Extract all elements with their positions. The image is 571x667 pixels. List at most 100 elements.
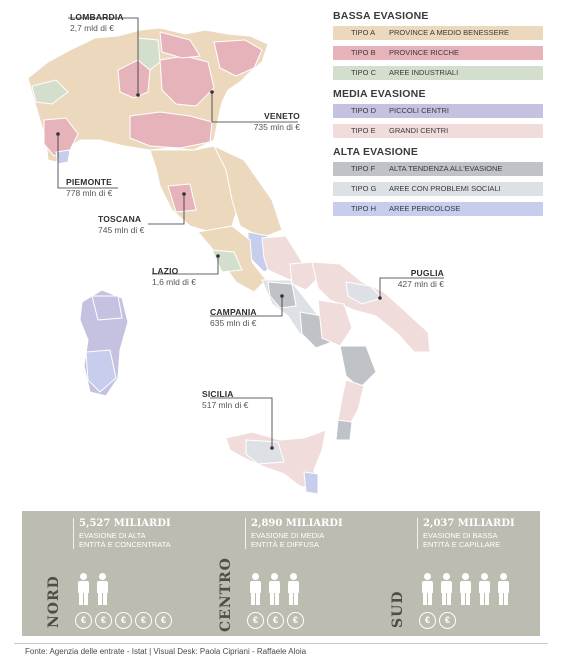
euro-coin-icon: € xyxy=(75,612,92,629)
legend-item-tipo-h: TIPO H AREE PERICOLOSE xyxy=(333,202,543,216)
region-desc-2: ENTITÀ E CONCENTRATA xyxy=(79,540,171,549)
region-title: CENTRO xyxy=(218,557,234,632)
callout-veneto: VENETO 735 mln di € xyxy=(254,111,300,133)
map-sardinia-d xyxy=(85,349,117,393)
legend-group-alta: ALTA EVASIONE TIPO F ALTA TENDENZA ALL'EV… xyxy=(333,146,543,216)
callout-lazio: LAZIO 1,6 mld di € xyxy=(152,266,196,288)
callout-dot-campania xyxy=(280,294,284,298)
legend-group-title: BASSA EVASIONE xyxy=(333,10,429,22)
region-desc-1: EVASIONE DI MEDIA xyxy=(251,531,325,540)
callout-line-lazio xyxy=(152,256,219,275)
legend-code: TIPO F xyxy=(351,164,376,173)
callout-veneto-name: VENETO xyxy=(264,111,300,121)
callout-line-sicilia xyxy=(210,397,273,448)
callout-line-piemonte xyxy=(57,134,118,189)
legend-group-title: MEDIA EVASIONE xyxy=(333,88,426,100)
region-box: 2,890 MILIARDI EVASIONE DI MEDIA ENTITÀ … xyxy=(245,518,352,549)
person-icon xyxy=(496,573,511,605)
person-icon xyxy=(458,573,473,605)
map-calabria-f xyxy=(339,345,377,389)
legend-item-tipo-f: TIPO F ALTA TENDENZA ALL'EVASIONE xyxy=(333,162,543,176)
legend-code: TIPO G xyxy=(351,184,377,193)
region-desc-2: ENTITÀ E DIFFUSA xyxy=(251,540,319,549)
legend-code: TIPO E xyxy=(351,126,376,135)
map-calabria xyxy=(337,379,365,425)
callout-dots xyxy=(56,90,382,450)
callout-line-puglia xyxy=(379,277,444,298)
euro-coin-icons: € € € € € xyxy=(75,610,175,629)
callout-dot-puglia xyxy=(378,296,382,300)
summary-nord: NORD 5,527 MILIARDI EVASIONE DI ALTA ENT… xyxy=(30,518,200,631)
region-desc-1: EVASIONE DI ALTA xyxy=(79,531,146,540)
person-icon xyxy=(95,573,110,605)
callout-lombardia-name: LOMBARDIA xyxy=(70,12,124,22)
euro-coin-icon: € xyxy=(135,612,152,629)
region-box: 5,527 MILIARDI EVASIONE DI ALTA ENTITÀ E… xyxy=(73,518,180,549)
people-icons xyxy=(248,573,305,607)
people-icons xyxy=(76,573,114,607)
callout-lombardia: LOMBARDIA 2,7 mld di € xyxy=(70,12,124,34)
callout-toscana-value: 745 mln di € xyxy=(98,225,145,235)
region-amount: 2,890 MILIARDI xyxy=(251,518,343,529)
legend-item-tipo-c: TIPO C AREE INDUSTRIALI xyxy=(333,66,543,80)
callout-lombardia-value: 2,7 mld di € xyxy=(70,23,114,33)
summary-sud: SUD 2,037 MILIARDI EVASIONE DI BASSA ENT… xyxy=(374,518,544,631)
callout-lazio-name: LAZIO xyxy=(152,266,179,276)
legend-label: AREE PERICOLOSE xyxy=(389,204,461,213)
euro-coin-icon: € xyxy=(115,612,132,629)
person-icon xyxy=(286,573,301,605)
map-piemonte-h xyxy=(55,149,71,165)
legend-code: TIPO D xyxy=(351,106,377,115)
legend-item-tipo-g: TIPO G AREE CON PROBLEMI SOCIALI xyxy=(333,182,543,196)
euro-coin-icon: € xyxy=(439,612,456,629)
map-sicily-h xyxy=(303,471,319,495)
euro-coin-icon: € xyxy=(247,612,264,629)
legend-label: PROVINCE RICCHE xyxy=(389,48,460,57)
legend: BASSA EVASIONE TIPO A PROVINCE A MEDIO BE… xyxy=(333,10,543,224)
map-friuli xyxy=(213,39,263,77)
callout-line-campania xyxy=(210,296,283,317)
region-box: 2,037 MILIARDI EVASIONE DI BASSA ENTITÀ … xyxy=(417,518,524,549)
legend-item-tipo-d: TIPO D PICCOLI CENTRI xyxy=(333,104,543,118)
region-title: NORD xyxy=(46,575,62,628)
map-basilicata xyxy=(317,299,353,347)
map-trentino xyxy=(159,31,201,59)
callout-puglia-name: PUGLIA xyxy=(410,268,444,278)
person-icon xyxy=(477,573,492,605)
euro-coin-icons: € € xyxy=(419,610,459,629)
callout-dot-lazio xyxy=(216,254,220,258)
callout-line-veneto xyxy=(211,92,298,123)
footer-divider xyxy=(14,643,548,644)
callout-dot-sicilia xyxy=(270,446,274,450)
person-icon xyxy=(76,573,91,605)
callout-line-toscana xyxy=(148,194,185,225)
legend-label: AREE CON PROBLEMI SOCIALI xyxy=(389,184,501,193)
euro-coin-icon: € xyxy=(419,612,436,629)
euro-coin-icon: € xyxy=(287,612,304,629)
summary-panel: NORD 5,527 MILIARDI EVASIONE DI ALTA ENT… xyxy=(22,511,540,636)
callout-dot-piemonte xyxy=(56,132,60,136)
callout-toscana: TOSCANA 745 mln di € xyxy=(98,214,144,236)
map-toscana-rich xyxy=(167,183,197,213)
map-molise xyxy=(289,261,321,291)
region-desc-1: EVASIONE DI BASSA xyxy=(423,531,498,540)
callout-sicilia-value: 517 mln di € xyxy=(202,400,249,410)
legend-group-bassa: BASSA EVASIONE TIPO A PROVINCE A MEDIO BE… xyxy=(333,10,543,80)
region-amount: 5,527 MILIARDI xyxy=(79,518,171,529)
map-calabria-tip xyxy=(335,419,353,441)
legend-code: TIPO A xyxy=(351,28,376,37)
callout-campania-value: 635 mln di € xyxy=(210,318,257,328)
map-aosta xyxy=(31,79,69,105)
euro-coin-icons: € € € xyxy=(247,610,307,629)
legend-item-tipo-e: TIPO E GRANDI CENTRI xyxy=(333,124,543,138)
euro-coin-icon: € xyxy=(267,612,284,629)
callout-sicilia: SICILIA 517 mln di € xyxy=(202,389,248,411)
callout-piemonte: PIEMONTE 778 mln di € xyxy=(66,177,112,199)
summary-centro: CENTRO 2,890 MILIARDI EVASIONE DI MEDIA … xyxy=(202,518,372,632)
map-emilia xyxy=(129,111,213,149)
legend-group-title: ALTA EVASIONE xyxy=(333,146,419,158)
callout-lazio-value: 1,6 mld di € xyxy=(152,277,196,287)
callout-toscana-name: TOSCANA xyxy=(98,214,142,224)
callout-campania-name: CAMPANIA xyxy=(210,307,257,317)
